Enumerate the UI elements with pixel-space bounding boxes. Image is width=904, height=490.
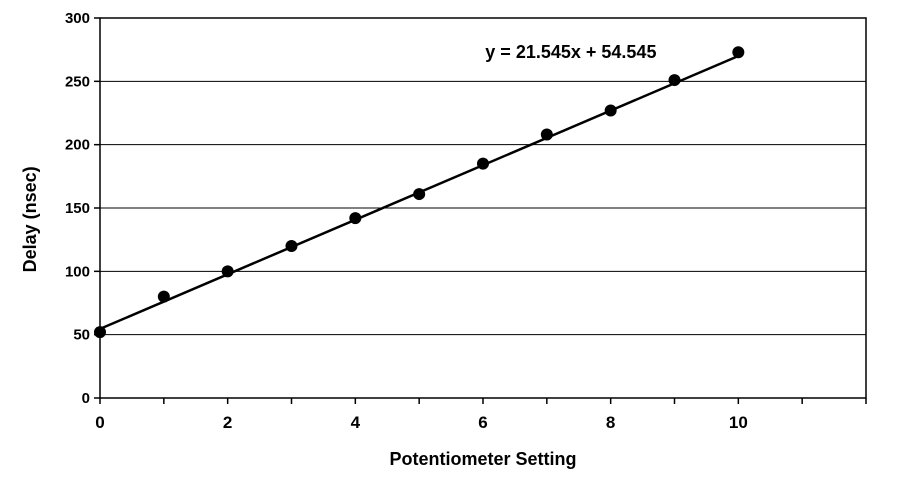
y-tick-label: 50 xyxy=(73,327,90,344)
y-tick-label: 200 xyxy=(65,137,90,154)
data-point xyxy=(285,240,298,252)
data-point xyxy=(668,74,681,87)
x-axis-title: Potentiometer Setting xyxy=(389,449,576,469)
y-axis-title: Delay (nsec) xyxy=(20,166,40,272)
data-point xyxy=(604,104,617,117)
data-point xyxy=(349,212,362,225)
data-points xyxy=(94,46,745,339)
data-point xyxy=(540,128,553,141)
y-tick-label: 0 xyxy=(82,390,90,407)
gridlines xyxy=(100,17,866,399)
y-tick-label: 250 xyxy=(65,73,90,90)
x-tick-label: 8 xyxy=(606,413,615,432)
x-tick-label: 2 xyxy=(223,413,232,432)
x-tick-label: 0 xyxy=(95,413,104,432)
data-point xyxy=(157,290,170,303)
data-point xyxy=(477,157,489,170)
data-point xyxy=(94,326,106,339)
x-tick-label: 10 xyxy=(729,413,748,432)
x-axis: 0 2 4 6 8 10 xyxy=(95,398,867,432)
data-point xyxy=(732,46,745,59)
data-point xyxy=(413,188,426,201)
y-axis: 0 50 100 150 200 250 300 xyxy=(65,10,100,407)
x-tick-label: 4 xyxy=(351,413,361,432)
y-tick-label: 300 xyxy=(65,10,90,27)
data-point xyxy=(221,265,234,278)
x-tick-label: 6 xyxy=(478,413,487,432)
y-tick-label: 100 xyxy=(65,263,90,280)
trendline-equation: y = 21.545x + 54.545 xyxy=(485,42,656,62)
y-tick-label: 150 xyxy=(65,200,90,217)
